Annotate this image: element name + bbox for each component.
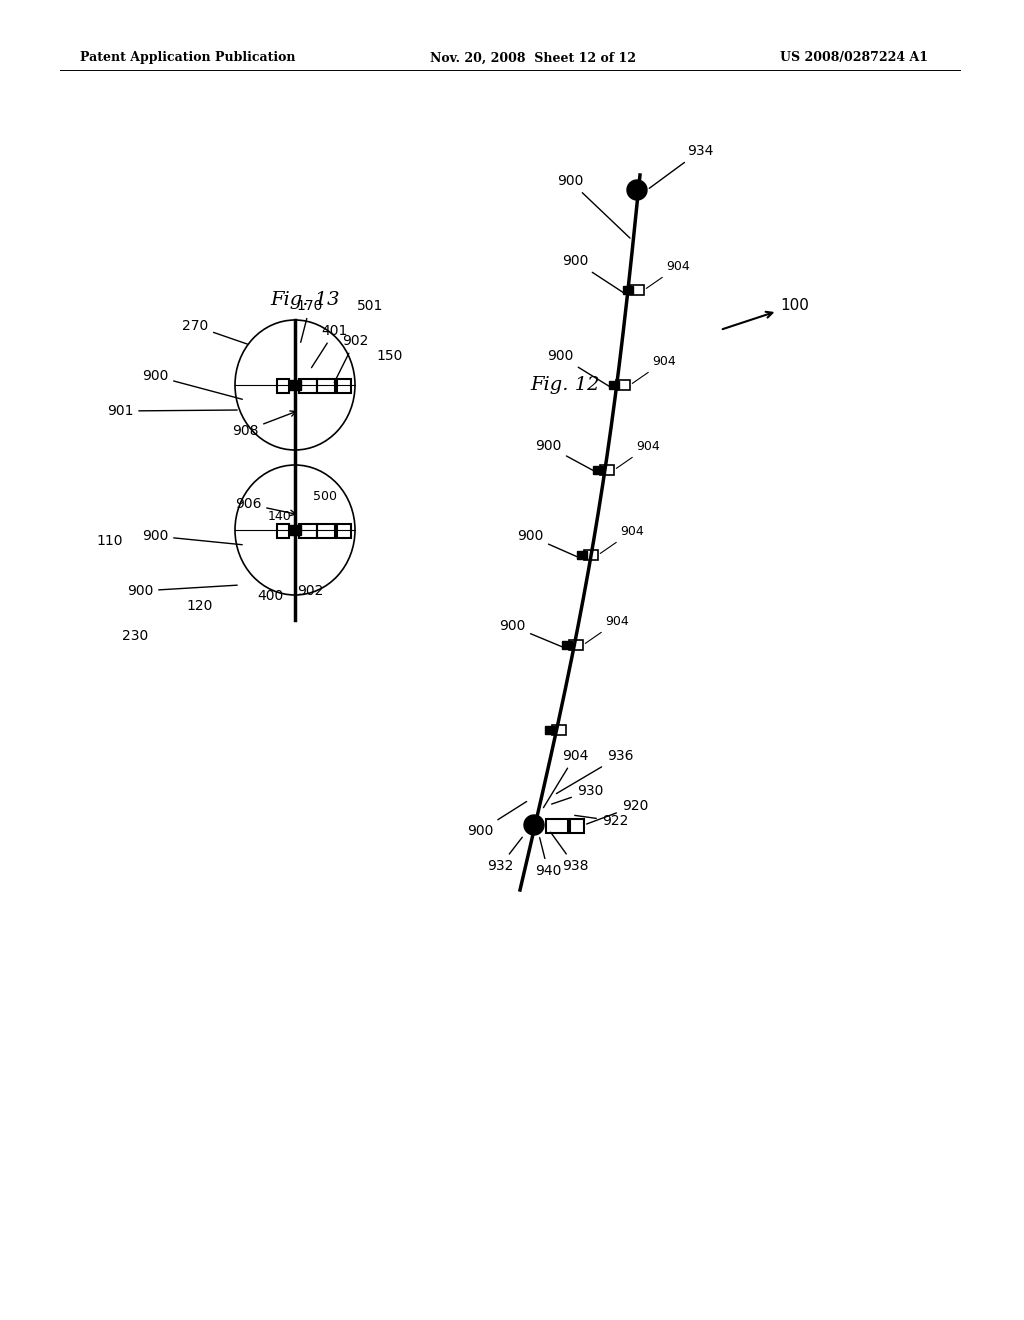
Text: 904: 904 (616, 440, 659, 469)
Text: 902: 902 (297, 583, 324, 598)
Text: 900: 900 (499, 619, 562, 647)
Bar (299, 379, 317, 393)
Bar (545, 726, 555, 734)
Bar (570, 818, 584, 833)
Text: 932: 932 (486, 837, 522, 873)
Text: 501: 501 (356, 300, 383, 313)
Bar (630, 285, 644, 294)
Bar (623, 286, 633, 294)
Bar (562, 642, 572, 649)
Bar (584, 550, 598, 560)
Text: 170: 170 (297, 300, 324, 342)
Text: 900: 900 (467, 801, 526, 838)
Text: 934: 934 (649, 144, 713, 189)
Text: 900: 900 (127, 583, 238, 598)
Text: 900: 900 (562, 253, 625, 293)
Text: 940: 940 (535, 838, 561, 878)
Text: 150: 150 (377, 348, 403, 363)
Text: 900: 900 (535, 440, 594, 471)
Text: US 2008/0287224 A1: US 2008/0287224 A1 (780, 51, 928, 65)
Text: 904: 904 (646, 260, 690, 289)
Bar (337, 524, 351, 539)
Text: 922: 922 (574, 814, 628, 828)
Bar (609, 381, 618, 389)
Text: 904: 904 (544, 748, 588, 808)
Text: 904: 904 (600, 525, 644, 553)
Bar (278, 524, 289, 539)
Bar (317, 379, 335, 393)
Bar (278, 379, 289, 393)
Text: 908: 908 (231, 411, 296, 438)
Text: Fig. 13: Fig. 13 (270, 290, 340, 309)
Text: 902: 902 (334, 334, 369, 383)
Text: 930: 930 (552, 784, 603, 804)
Text: 900: 900 (141, 370, 243, 399)
Text: 230: 230 (122, 630, 148, 643)
Text: 120: 120 (186, 599, 213, 612)
Text: 140: 140 (268, 510, 292, 523)
Text: 920: 920 (587, 799, 648, 824)
Bar (552, 725, 566, 735)
Text: Patent Application Publication: Patent Application Publication (80, 51, 296, 65)
Bar (600, 465, 614, 475)
Text: 900: 900 (517, 529, 578, 557)
Text: 904: 904 (632, 355, 676, 383)
Text: 110: 110 (96, 535, 123, 548)
Text: 936: 936 (556, 748, 633, 793)
Bar (289, 380, 301, 389)
Bar (569, 640, 583, 649)
Text: 500: 500 (313, 490, 337, 503)
Text: 900: 900 (557, 174, 630, 238)
Bar (317, 524, 335, 539)
Text: 401: 401 (311, 323, 348, 368)
Circle shape (524, 814, 544, 836)
Text: 270: 270 (182, 319, 248, 345)
Bar (299, 524, 317, 539)
Text: Fig. 12: Fig. 12 (530, 376, 599, 393)
Bar (616, 380, 630, 389)
Text: 400: 400 (257, 589, 283, 603)
Bar (577, 550, 587, 558)
Text: 938: 938 (551, 832, 588, 873)
Bar (546, 818, 568, 833)
Text: 900: 900 (547, 348, 609, 387)
Text: 901: 901 (106, 404, 238, 418)
Text: 904: 904 (586, 615, 629, 643)
Text: 900: 900 (141, 529, 243, 545)
Text: 100: 100 (723, 298, 809, 329)
Circle shape (627, 180, 647, 201)
Bar (289, 525, 301, 535)
Bar (593, 466, 603, 474)
Text: 906: 906 (234, 498, 296, 516)
Text: Nov. 20, 2008  Sheet 12 of 12: Nov. 20, 2008 Sheet 12 of 12 (430, 51, 636, 65)
Bar (337, 379, 351, 393)
